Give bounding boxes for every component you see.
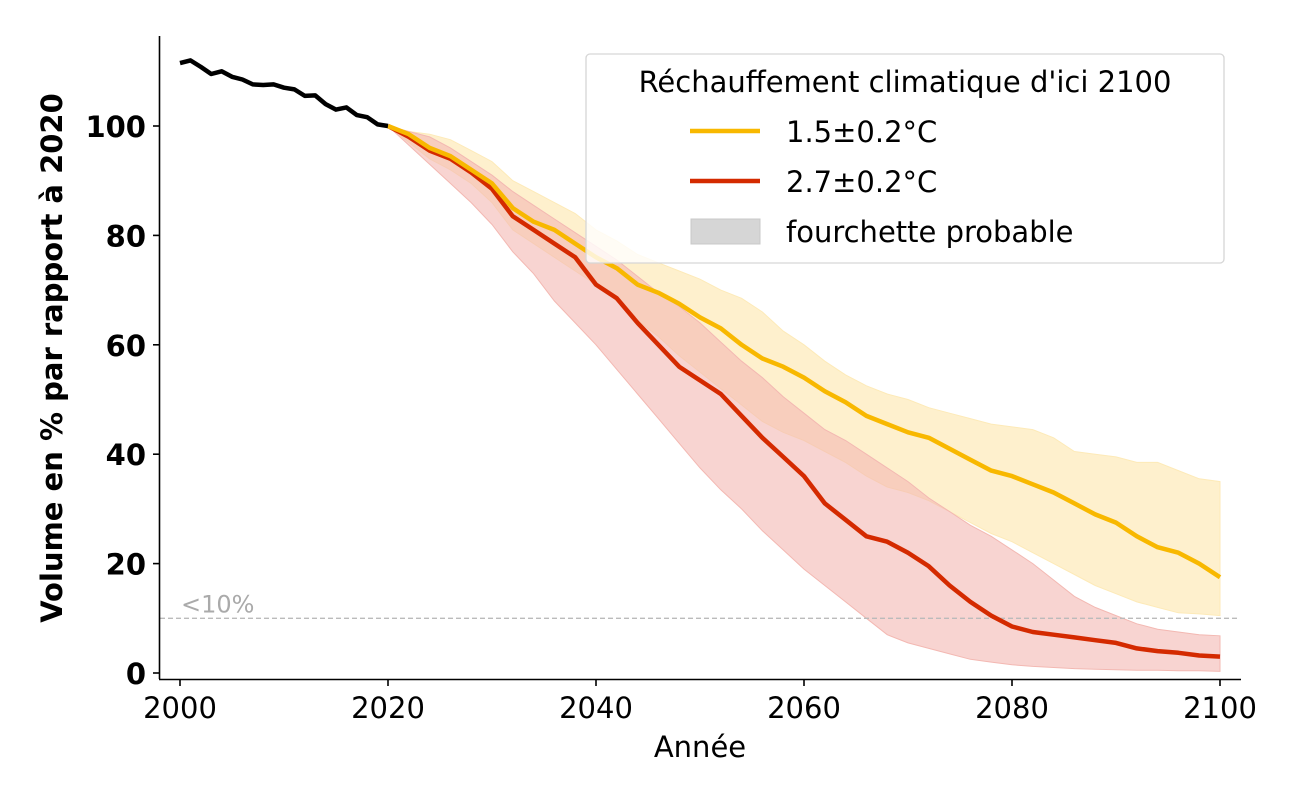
legend-frame: [585, 53, 1225, 264]
x-tick-label: 2020: [351, 691, 425, 725]
y-tick-label: 60: [106, 329, 146, 363]
x-ticks: 2000 2020 2040 2060 2080 2100: [143, 680, 1257, 725]
y-tick-label: 100: [85, 110, 146, 144]
series-lines: [179, 58, 1222, 659]
y-ticks: 0 20 40 60 80 100: [85, 110, 159, 691]
x-tick-label: 2060: [767, 691, 841, 725]
x-axis-label: Année: [654, 730, 746, 764]
line-2-7c: [386, 124, 1221, 659]
x-tick-label: 2000: [143, 691, 217, 725]
y-tick-label: 40: [106, 438, 146, 472]
x-tick-label: 2040: [559, 691, 633, 725]
line-historical: [179, 58, 389, 129]
legend-swatch-likely-range: [690, 218, 761, 245]
legend-label-2-7c: 2.7±0.2°C: [786, 165, 937, 199]
y-axis-label: Volume en % par rapport à 2020: [35, 93, 69, 623]
y-tick-label: 20: [106, 548, 146, 582]
line-1-5c: [387, 123, 1222, 580]
y-tick-label: 0: [126, 657, 146, 691]
x-tick-label: 2100: [1183, 691, 1257, 725]
reference-line-label: <10%: [181, 590, 254, 618]
legend: Réchauffement climatique d'ici 2100 1.5±…: [585, 53, 1225, 264]
legend-title: Réchauffement climatique d'ici 2100: [639, 65, 1172, 99]
legend-label-1-5c: 1.5±0.2°C: [786, 115, 937, 149]
legend-label-likely-range: fourchette probable: [786, 215, 1074, 249]
y-tick-label: 80: [106, 219, 146, 253]
x-tick-label: 2080: [975, 691, 1049, 725]
